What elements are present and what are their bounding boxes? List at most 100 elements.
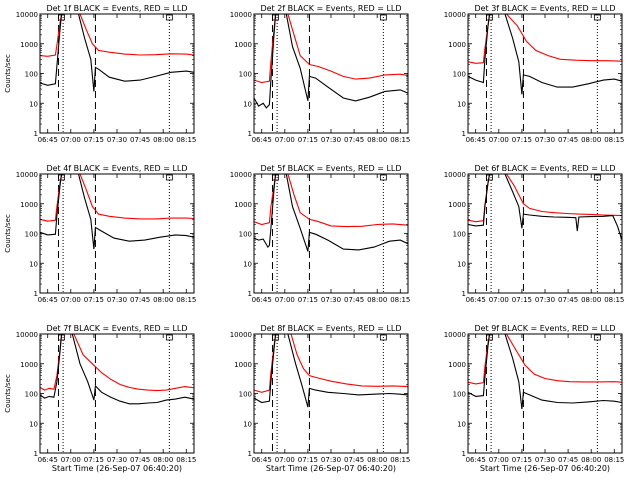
x-tick-label: 06:45 <box>38 296 58 304</box>
x-tick-label: 07:30 <box>535 296 555 304</box>
x-tick-label: 07:30 <box>107 136 127 144</box>
x-tick-label: 08:15 <box>604 136 624 144</box>
x-tick-label: 07:15 <box>298 296 318 304</box>
y-tick-label: 10 <box>29 100 38 108</box>
x-tick-label: 06:45 <box>252 456 272 464</box>
chart-panel-4: Det 4f BLACK = Events, RED = LLD 1 10 100 10… <box>4 164 196 304</box>
y-tick-label: 10 <box>243 420 252 428</box>
y-tick-label: 1 <box>248 290 252 298</box>
y-tick-label: 10 <box>243 100 252 108</box>
chart-panel-2: Det 2f BLACK = Events, RED = LLD 1 10 100 10… <box>230 4 411 144</box>
series-line-red <box>467 13 623 64</box>
y-tick-label: 1000 <box>234 201 252 209</box>
chart-title: Det 5f BLACK = Events, RED = LLD <box>260 164 401 173</box>
x-tick-label: 08:15 <box>390 456 410 464</box>
x-tick-label: 07:00 <box>275 456 295 464</box>
y-tick-label: 100 <box>239 231 252 239</box>
series-line-black <box>467 333 623 410</box>
plot-frame <box>39 173 195 294</box>
plot-frame <box>253 173 409 294</box>
y-tick-label: 10000 <box>444 11 466 19</box>
y-tick-label: 100 <box>453 231 466 239</box>
y-tick-label: 1000 <box>20 361 38 369</box>
x-tick-label: 07:00 <box>61 136 81 144</box>
y-tick-label: 1000 <box>448 361 466 369</box>
x-tick-label: 06:45 <box>466 456 486 464</box>
y-tick-label: 1 <box>34 130 38 138</box>
y-tick-label: 100 <box>25 391 38 399</box>
x-tick-label: 07:15 <box>84 456 104 464</box>
x-axis-label: Start Time (26-Sep-07 06:40:20) <box>52 464 182 473</box>
y-tick-label: 100 <box>453 391 466 399</box>
x-axis-label: Start Time (26-Sep-07 06:40:20) <box>480 464 610 473</box>
x-tick-label: 07:30 <box>107 296 127 304</box>
series-line-red <box>39 173 195 222</box>
x-tick-label: 07:15 <box>84 136 104 144</box>
y-tick-label: 1 <box>462 290 466 298</box>
y-tick-label: 10 <box>457 420 466 428</box>
chart-panel-3: Det 3f BLACK = Events, RED = LLD 1 10 100 10… <box>444 4 625 144</box>
x-tick-label: 07:30 <box>535 136 555 144</box>
chart-panel-9: Det 9f BLACK = Events, RED = LLD 1 10 100 10… <box>444 324 625 473</box>
y-tick-label: 10000 <box>16 171 38 179</box>
x-tick-label: 07:45 <box>344 456 364 464</box>
series-line-black <box>467 173 623 241</box>
y-tick-label: 10 <box>457 100 466 108</box>
chart-panel-5: Det 5f BLACK = Events, RED = LLD 1 10 100 10… <box>230 164 411 304</box>
y-tick-label: 1 <box>248 130 252 138</box>
x-tick-label: 06:45 <box>38 136 58 144</box>
x-tick-label: 08:00 <box>581 296 601 304</box>
x-tick-label: 07:45 <box>558 136 578 144</box>
chart-title: Det 6f BLACK = Events, RED = LLD <box>474 164 615 173</box>
y-tick-label: 1000 <box>234 41 252 49</box>
chart-title: Det 4f BLACK = Events, RED = LLD <box>46 164 187 173</box>
chart-panel-6: Det 6f BLACK = Events, RED = LLD 1 10 100 10… <box>444 164 625 304</box>
series-line-red <box>39 333 195 392</box>
chart-title: Det 2f BLACK = Events, RED = LLD <box>260 4 401 13</box>
x-tick-label: 07:30 <box>321 136 341 144</box>
x-tick-label: 06:45 <box>252 136 272 144</box>
x-tick-label: 07:45 <box>558 456 578 464</box>
x-tick-label: 07:00 <box>275 136 295 144</box>
x-tick-label: 07:30 <box>535 456 555 464</box>
series-line-red <box>467 173 623 223</box>
x-tick-label: 07:00 <box>61 456 81 464</box>
y-tick-label: 1000 <box>20 201 38 209</box>
chart-title: Det 3f BLACK = Events, RED = LLD <box>474 4 615 13</box>
x-tick-label: 08:00 <box>153 296 173 304</box>
x-tick-label: 08:15 <box>176 456 196 464</box>
y-tick-label: 10000 <box>16 331 38 339</box>
y-tick-label: 1 <box>34 290 38 298</box>
y-tick-label: 1 <box>248 450 252 458</box>
x-tick-label: 08:15 <box>390 136 410 144</box>
x-tick-label: 07:30 <box>321 456 341 464</box>
series-line-red <box>467 333 623 385</box>
series-line-black <box>253 173 409 252</box>
chart-title: Det 9f BLACK = Events, RED = LLD <box>474 324 615 333</box>
y-tick-label: 1 <box>34 450 38 458</box>
x-axis-label: Start Time (26-Sep-07 06:40:20) <box>266 464 396 473</box>
x-tick-label: 08:00 <box>581 456 601 464</box>
y-tick-label: 1000 <box>448 201 466 209</box>
series-line-black <box>39 173 195 250</box>
series-line-black <box>467 13 623 95</box>
y-tick-label: 10000 <box>230 171 252 179</box>
x-tick-label: 06:45 <box>466 296 486 304</box>
plot-frame <box>39 13 195 134</box>
y-tick-label: 10 <box>457 260 466 268</box>
chart-panel-7: Det 7f BLACK = Events, RED = LLD 1 10 100 10… <box>4 324 196 473</box>
y-tick-label: 100 <box>453 71 466 79</box>
x-tick-label: 07:15 <box>84 296 104 304</box>
plot-frame <box>253 13 409 134</box>
x-tick-label: 08:15 <box>604 456 624 464</box>
y-tick-label: 10000 <box>16 11 38 19</box>
y-tick-label: 1 <box>462 130 466 138</box>
y-tick-label: 1 <box>462 450 466 458</box>
x-tick-label: 07:30 <box>107 456 127 464</box>
x-tick-label: 07:00 <box>489 136 509 144</box>
series-line-red <box>253 173 409 228</box>
y-tick-label: 1000 <box>234 361 252 369</box>
x-tick-label: 06:45 <box>466 136 486 144</box>
x-tick-label: 08:00 <box>367 296 387 304</box>
